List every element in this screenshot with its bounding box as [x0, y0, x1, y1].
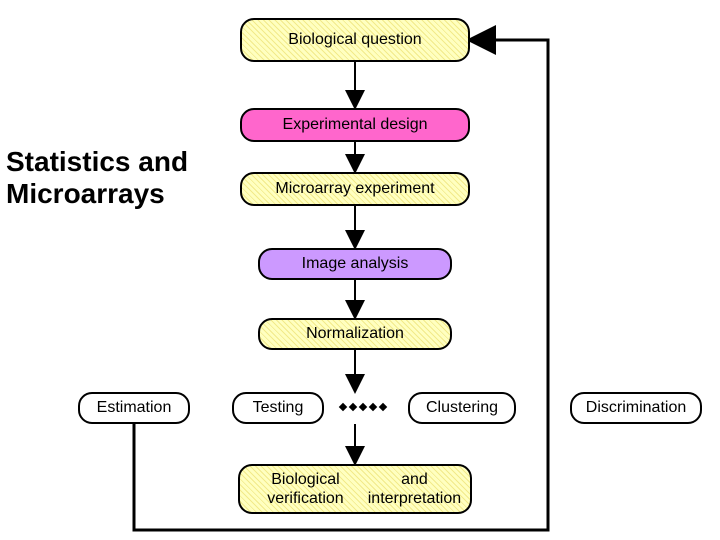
ellipsis-dots: [340, 404, 386, 410]
title-line-2: Microarrays: [6, 178, 165, 209]
page-title: Statistics and Microarrays: [6, 146, 188, 210]
node-imga: Image analysis: [258, 248, 452, 280]
node-micro: Microarray experiment: [240, 172, 470, 206]
node-clust: Clustering: [408, 392, 516, 424]
node-discr: Discrimination: [570, 392, 702, 424]
title-line-1: Statistics and: [6, 146, 188, 177]
node-est: Estimation: [78, 392, 190, 424]
node-test: Testing: [232, 392, 324, 424]
node-expd: Experimental design: [240, 108, 470, 142]
node-bioq: Biological question: [240, 18, 470, 62]
node-norm: Normalization: [258, 318, 452, 350]
node-biov: Biological verificationand interpretatio…: [238, 464, 472, 514]
